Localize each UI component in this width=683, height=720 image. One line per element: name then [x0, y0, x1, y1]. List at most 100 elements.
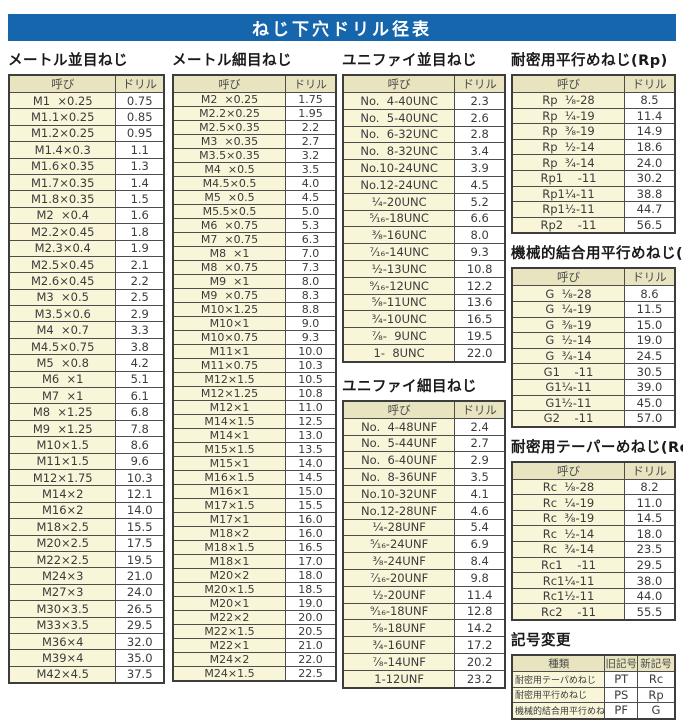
- table-row: M20×1.5 18.5: [172, 582, 337, 597]
- drill-value-cell: 8.4: [454, 552, 506, 570]
- thread-name-cell: No. 6-32UNC: [342, 125, 456, 144]
- table-row: M5 ×0.5 4.5: [172, 190, 337, 205]
- drill-value-cell: 4.1: [454, 484, 506, 503]
- table-row: Rc1¹⁄₂-11 44.0: [511, 587, 676, 605]
- drill-value-cell: 16.0: [284, 512, 337, 527]
- thread-name-cell: ³⁄₄-16UNF: [342, 636, 456, 654]
- table-row: M36×4 32.0: [8, 632, 165, 651]
- thread-name-cell: M16×2: [8, 501, 117, 520]
- table-row: M14×1.5 12.5: [172, 414, 337, 429]
- table-row: 1-12UNF 23.2: [342, 669, 506, 689]
- thread-name-cell: M18×2.5: [8, 518, 117, 536]
- table-row: M24×1.5 22.5: [172, 666, 337, 682]
- thread-name-cell: M11×1: [172, 344, 286, 359]
- table-row: M10×0.75 9.3: [172, 330, 337, 345]
- table-row: G ³⁄₈-19 15.0: [511, 316, 676, 334]
- thread-name-cell: No. 8-36UNF: [342, 468, 456, 486]
- thread-name-cell: M4.5×0.75: [8, 337, 117, 356]
- drill-value-cell: 8.5: [623, 92, 676, 109]
- table-row: Rc ³⁄₈-19 14.5: [511, 509, 676, 527]
- thread-name-cell: M3.5×0.35: [172, 148, 286, 163]
- thread-name-cell: M7 ×1: [8, 387, 117, 405]
- thread-name-cell: No. 8-32UNC: [342, 142, 456, 161]
- drill-value-cell: 19.0: [623, 332, 676, 349]
- drill-value-cell: 6.9: [454, 535, 506, 554]
- table-row: Rp ¹⁄₈-28 8.5: [511, 92, 676, 109]
- table-row: ⁵⁄₈-18UNF 14.2: [342, 619, 506, 638]
- thread-name-cell: M4 ×0.7: [8, 321, 117, 339]
- thread-name-cell: Rc ³⁄₄-14: [511, 541, 625, 558]
- table-row: ³⁄₄-16UNF 17.2: [342, 636, 506, 654]
- thread-name-cell: M22×1: [172, 638, 286, 653]
- drill-value-cell: 18.6: [623, 138, 676, 156]
- drill-value-cell: 24.0: [115, 583, 165, 602]
- thread-name-cell: Rp ¹⁄₄-19: [511, 107, 625, 125]
- drill-value-cell: 23.2: [454, 669, 506, 689]
- table-row: M1.8×0.35 1.5: [8, 190, 165, 208]
- thread-name-cell: ¹⁄₄-20UNC: [342, 192, 456, 211]
- table-row: M14×2 12.1: [8, 485, 165, 503]
- drill-value-cell: 4.5: [284, 190, 337, 205]
- thread-name-cell: ¹⁄₂-20UNF: [342, 585, 456, 604]
- table-row: M4.5×0.75 3.8: [8, 337, 165, 356]
- drill-value-cell: 39.0: [623, 378, 676, 396]
- drill-value-cell: 5.2: [454, 192, 506, 211]
- drill-value-cell: 8.3: [284, 288, 337, 303]
- table-row: M4 ×0.7 3.3: [8, 321, 165, 339]
- thread-name-cell: M18×1: [172, 554, 286, 569]
- new-symbol-cell: Rp: [637, 686, 676, 704]
- drill-value-cell: 24.0: [623, 154, 676, 171]
- thread-name-cell: M8 ×0.75: [172, 260, 286, 275]
- drill-value-cell: 16.5: [454, 310, 506, 329]
- drill-value-cell: 21.0: [115, 567, 165, 585]
- section-title-metric-coarse: メートル並目ねじ: [8, 53, 128, 69]
- table-row: Rc1 -11 29.5: [511, 556, 676, 574]
- table-row: M6 ×0.75 5.3: [172, 218, 337, 233]
- table-row: No. 8-36UNF 3.5: [342, 468, 506, 486]
- thread-name-cell: M14×1.5: [172, 414, 286, 429]
- thread-name-cell: M22×2.5: [8, 550, 117, 569]
- table-row: ⁷⁄₁₆-20UNF 9.8: [342, 568, 506, 587]
- table-row: M42×4.5 37.5: [8, 665, 165, 684]
- table-row: M12×1.75 10.3: [8, 468, 165, 487]
- table-row: G ¹⁄₄-19 11.5: [511, 300, 676, 318]
- table-row: M10×1.25 8.8: [172, 302, 337, 317]
- thread-name-cell: M10×1.25: [172, 302, 286, 317]
- thread-name-cell: M24×1.5: [172, 666, 286, 682]
- table-row: G ¹⁄₈-28 8.6: [511, 285, 676, 302]
- header-row: 呼び ドリル: [342, 400, 506, 419]
- table-row: Rp ³⁄₈-19 14.9: [511, 123, 676, 140]
- thread-name-cell: G ³⁄₄-14: [511, 347, 625, 365]
- drill-value-cell: 1.8: [115, 223, 165, 241]
- rc-table: 呼び ドリル Rc ¹⁄₈-28 8.2 Rc ¹⁄₄-19 11.0 Rc ³⁄₈-1…: [511, 460, 676, 622]
- table-row: M8 ×0.75 7.3: [172, 260, 337, 275]
- table-row: M2.3×0.4 1.9: [8, 239, 165, 257]
- table-row: ¹⁄₂-20UNF 11.4: [342, 585, 506, 604]
- table-row: M1.6×0.35 1.3: [8, 157, 165, 175]
- drill-value-cell: 2.8: [454, 125, 506, 144]
- drill-value-cell: 44.0: [623, 587, 676, 605]
- table-row: M2.5×0.45 2.1: [8, 255, 165, 274]
- drill-value-cell: 5.3: [284, 218, 337, 233]
- thread-name-cell: M30×3.5: [8, 600, 117, 618]
- thread-name-cell: M36×4: [8, 632, 117, 651]
- drill-value-cell: 14.0: [284, 456, 337, 471]
- drill-value-cell: 14.2: [454, 619, 506, 638]
- drill-value-cell: 6.3: [284, 232, 337, 247]
- drill-value-cell: 10.8: [284, 386, 337, 401]
- drill-value-cell: 8.2: [623, 478, 676, 496]
- thread-name-cell: No.10-24UNC: [342, 159, 456, 177]
- table-row: M20×1 19.0: [172, 596, 337, 611]
- thread-name-cell: M18×2: [172, 526, 286, 541]
- drill-value-cell: 26.5: [115, 600, 165, 618]
- drill-value-cell: 11.0: [623, 494, 676, 511]
- thread-name-cell: M27×3: [8, 583, 117, 602]
- table-row: No.12-24UNC 4.5: [342, 175, 506, 194]
- thread-name-cell: Rc1¹⁄₂-11: [511, 587, 625, 605]
- table-row: No. 8-32UNC 3.4: [342, 142, 506, 161]
- drill-value-cell: 8.6: [115, 436, 165, 454]
- thread-name-cell: M7 ×0.75: [172, 232, 286, 247]
- drill-value-cell: 2.9: [454, 451, 506, 470]
- table-row: M1.1×0.25 0.85: [8, 108, 165, 126]
- thread-name-cell: M1.2×0.25: [8, 124, 117, 143]
